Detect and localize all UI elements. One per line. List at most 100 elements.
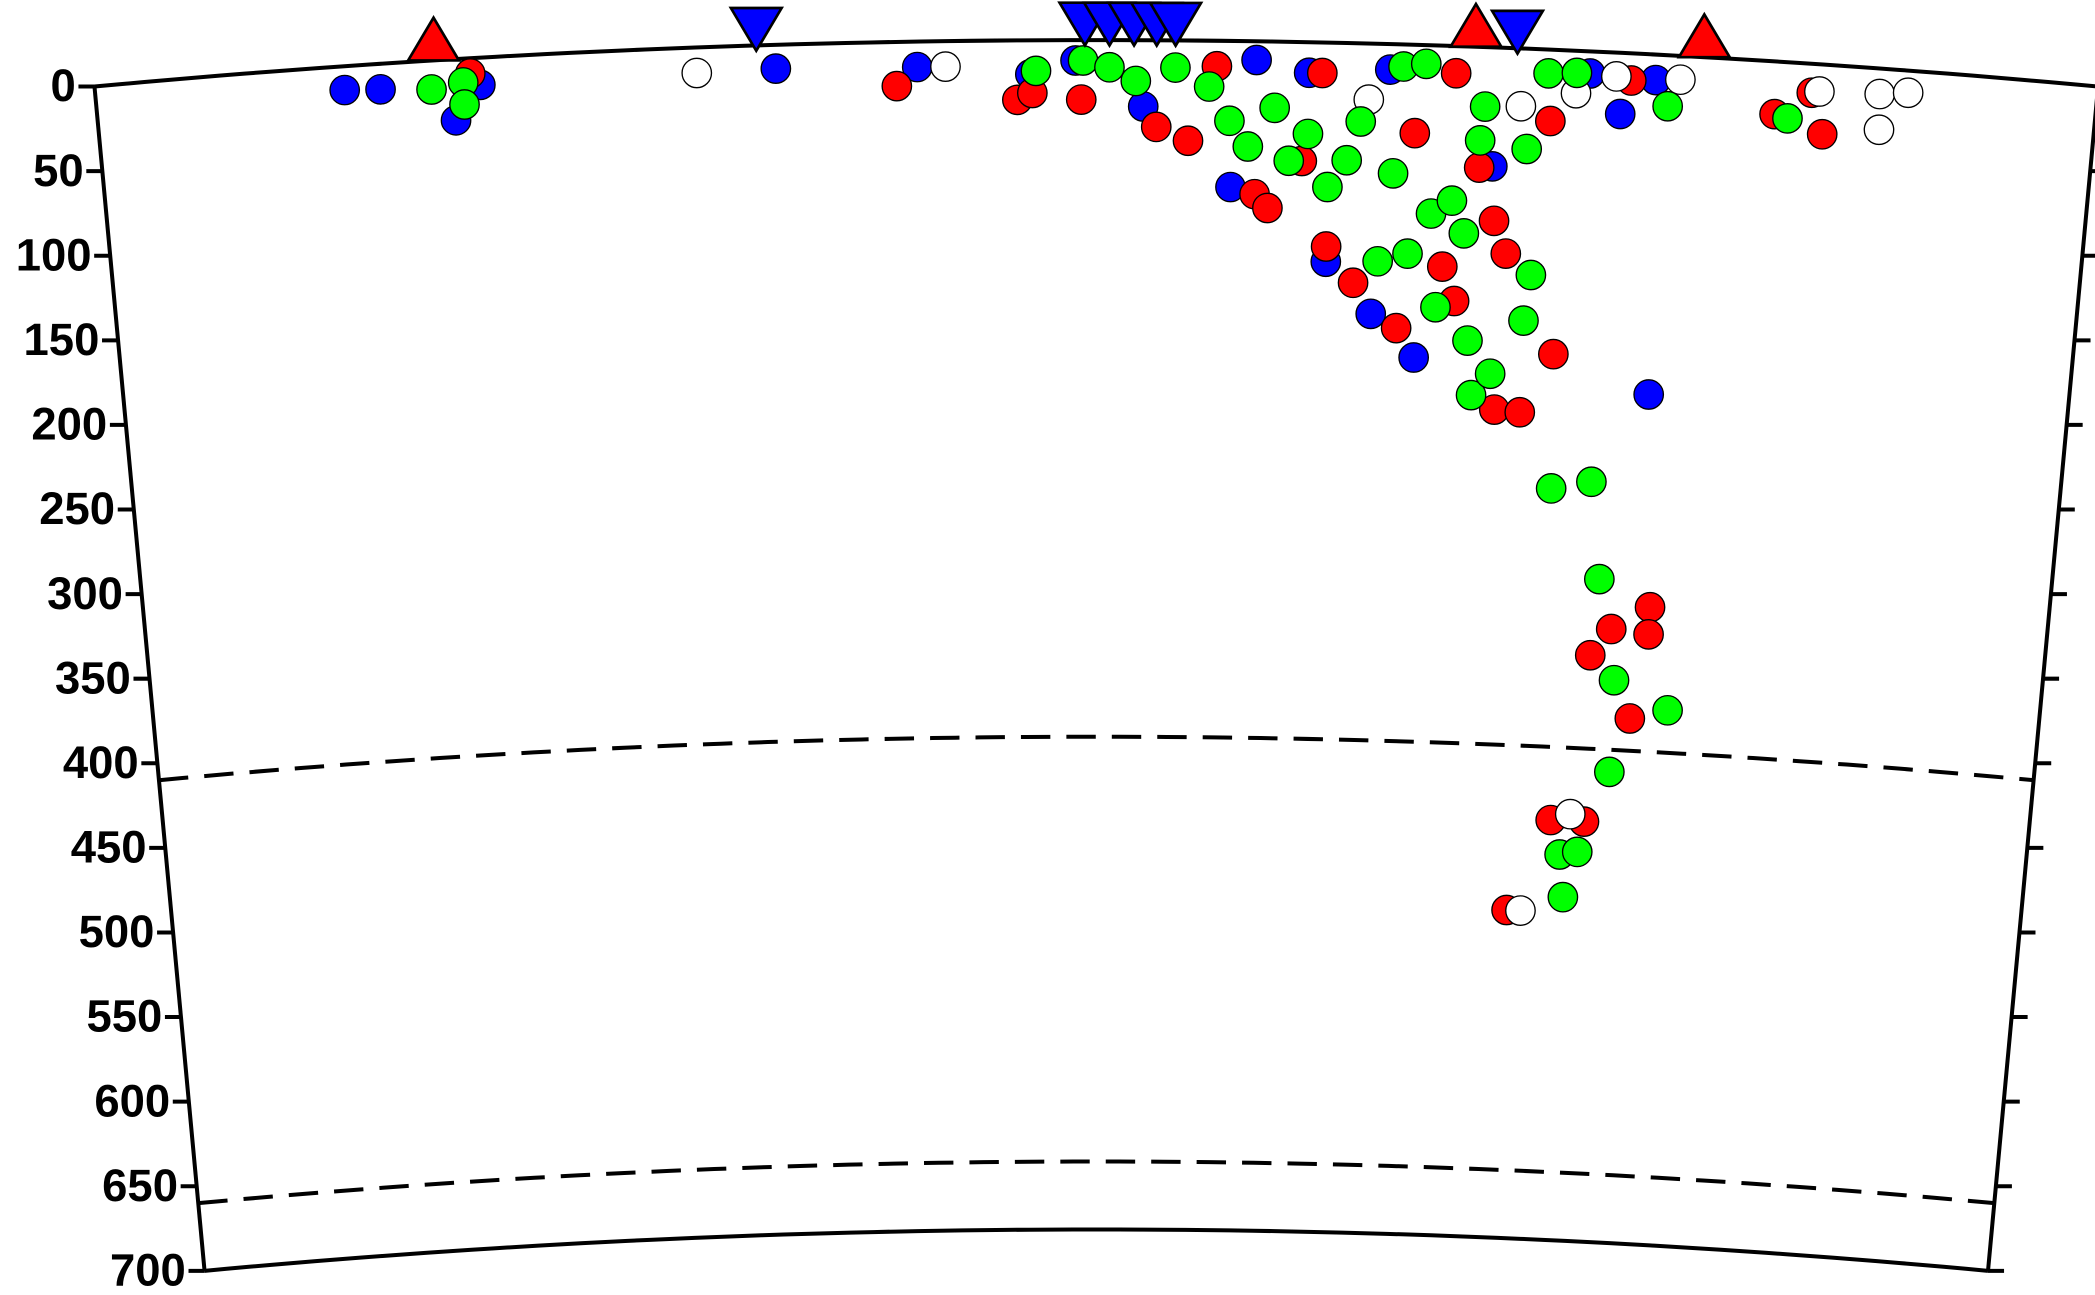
earthquake — [1614, 703, 1646, 734]
earthquake — [1804, 76, 1835, 107]
earthquake — [1020, 55, 1052, 87]
y-tick-label: 150 — [24, 314, 100, 365]
earthquake — [1345, 106, 1377, 137]
earthquake — [1593, 756, 1625, 788]
discontinuity-line — [198, 1159, 1995, 1206]
y-tick-label: 550 — [86, 991, 162, 1042]
earthquake — [1440, 57, 1472, 89]
earthquake — [1863, 114, 1895, 146]
earthquake — [416, 74, 447, 105]
y-tick-label: 200 — [31, 399, 107, 450]
earthquake — [1241, 44, 1272, 76]
earthquake — [1410, 48, 1442, 80]
earthquake — [1561, 57, 1593, 89]
earthquake — [1292, 118, 1324, 150]
volcano-marker — [405, 15, 462, 62]
earthquake — [1864, 78, 1896, 110]
y-tick-label: 300 — [47, 568, 123, 619]
y-tick-label: 600 — [94, 1075, 170, 1126]
earthquake — [1398, 342, 1430, 373]
earthquake — [1535, 473, 1567, 504]
y-tick-label: 700 — [110, 1244, 186, 1295]
earthquake — [1380, 312, 1412, 344]
earthquake — [1392, 238, 1423, 270]
earthquake — [1312, 171, 1343, 203]
earthquake — [1554, 798, 1586, 830]
earthquake — [1362, 245, 1394, 277]
earthquake — [1652, 90, 1684, 122]
y-tick-label: 50 — [33, 145, 84, 196]
earthquake — [1469, 91, 1501, 122]
earthquake — [881, 70, 913, 102]
y-tick-label: 500 — [79, 906, 155, 957]
earthquake — [1120, 65, 1152, 97]
earthquake — [930, 51, 961, 83]
earthquake — [1067, 45, 1099, 76]
earthquake — [1436, 185, 1468, 217]
earthquake — [1306, 57, 1338, 89]
earthquake — [1665, 64, 1696, 96]
earthquake — [1331, 144, 1363, 176]
earthquake — [1595, 613, 1627, 645]
earthquake — [1633, 619, 1664, 650]
earthquake — [1772, 102, 1803, 134]
earthquake — [1474, 358, 1506, 390]
y-tick-label: 100 — [16, 229, 92, 280]
earthquake — [1172, 125, 1204, 157]
earthquake — [1561, 836, 1593, 868]
earthquake — [1576, 466, 1607, 498]
earthquake — [1505, 90, 1537, 122]
earthquake — [1464, 125, 1496, 156]
earthquake — [760, 53, 792, 85]
bottom-arc — [204, 1227, 1989, 1273]
earthquake — [1537, 338, 1569, 370]
earthquake — [1574, 639, 1606, 671]
earthquake — [1601, 61, 1632, 92]
earthquake — [1232, 131, 1264, 162]
earthquake — [1094, 51, 1125, 83]
earthquake — [1604, 98, 1636, 130]
earthquake — [1634, 591, 1666, 623]
y-tick-label: 400 — [63, 737, 139, 788]
y-tick-label: 250 — [39, 483, 115, 534]
earthquake — [1377, 157, 1409, 189]
earthquake — [1448, 217, 1480, 249]
earthquake — [1504, 396, 1536, 428]
earthquake — [1508, 305, 1539, 336]
earthquake — [1633, 379, 1665, 410]
earthquake — [1583, 563, 1615, 595]
earthquake — [1515, 259, 1547, 291]
earthquake — [1259, 92, 1291, 124]
earthquake — [1452, 325, 1483, 356]
earthquake — [1160, 52, 1191, 83]
earthquake — [1490, 238, 1522, 269]
earthquake — [1547, 881, 1579, 913]
y-tick-label: 650 — [102, 1160, 178, 1211]
earthquake — [1355, 298, 1387, 330]
earthquake — [1598, 664, 1630, 696]
earthquake — [1140, 111, 1172, 143]
earthquake — [329, 74, 361, 106]
earthquake — [1273, 145, 1305, 177]
earthquake — [1892, 77, 1924, 109]
station-marker — [728, 6, 784, 54]
earthquake — [1252, 192, 1283, 224]
earthquake — [1310, 231, 1342, 262]
earthquake — [1420, 291, 1451, 323]
discontinuity-line — [158, 734, 2034, 783]
right-edge — [1986, 98, 2095, 1272]
earthquake — [1193, 71, 1225, 102]
earthquake — [1652, 694, 1683, 726]
earthquake — [1806, 118, 1838, 150]
earthquake — [1214, 105, 1245, 137]
earthquake — [1533, 57, 1564, 89]
earthquake — [449, 89, 480, 120]
earthquake — [1337, 267, 1369, 299]
earthquake — [1463, 152, 1495, 183]
y-tick-label: 450 — [71, 822, 147, 873]
earthquake — [365, 73, 396, 105]
earthquake — [1065, 84, 1097, 115]
y-tick-label: 350 — [55, 652, 131, 703]
station-marker — [1489, 9, 1546, 57]
